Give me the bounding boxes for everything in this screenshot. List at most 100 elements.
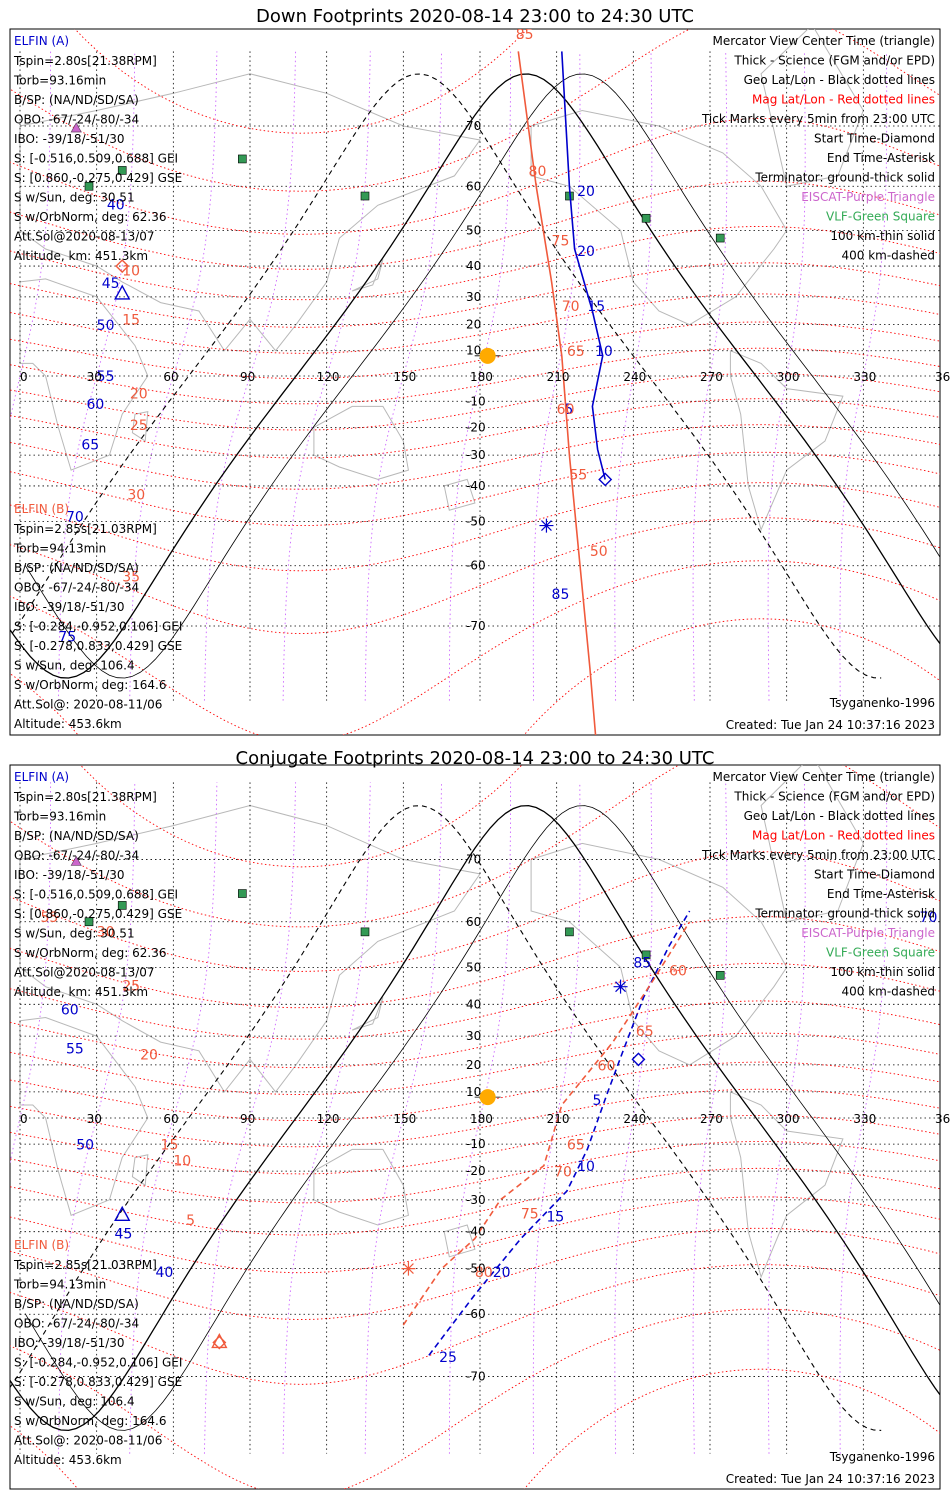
legend-item: VLF-Green Square xyxy=(826,210,935,224)
tick-minute-label: 5 xyxy=(186,1213,195,1229)
lat-tick-label: -20 xyxy=(466,1164,486,1178)
tick-minute-label: 70 xyxy=(554,1165,572,1181)
lat-tick-label: -10 xyxy=(466,394,486,408)
info-b-line: Tspin=2.85s[21.03RPM] xyxy=(13,522,157,536)
axis-tick-labels: 0 30 60 90 120 150 180 210 240 270 300 330 360 70 60 50… xyxy=(20,119,950,633)
center-triangle-icon xyxy=(114,1205,131,1221)
tick-minute-label: 50 xyxy=(590,544,608,560)
lon-tick-label: 210 xyxy=(547,370,570,384)
legend-item: Tick Marks every 5min from 23:00 UTC xyxy=(701,848,935,862)
elfin-a-label: ELFIN (A) xyxy=(14,770,69,784)
legend-item: End Time-Asterisk xyxy=(827,887,935,901)
mag-lat-80 xyxy=(79,765,523,868)
mag-lat--20 xyxy=(10,398,940,459)
tick-minute-label: 85 xyxy=(633,955,651,971)
tick-minute-label: 65 xyxy=(636,1024,654,1040)
lon-tick-label: 330 xyxy=(853,1112,876,1126)
lat-tick-label: 60 xyxy=(466,915,481,929)
panel-title: Conjugate Footprints 2020-08-14 23:00 to… xyxy=(236,748,715,769)
legend-item: Terminator: ground-thick solid xyxy=(754,171,935,185)
tick-minute-label: 65 xyxy=(567,1137,585,1153)
info-b-line: Torb=94.13min xyxy=(13,542,106,556)
coastlines xyxy=(19,29,864,532)
tick-minute-label: 15 xyxy=(587,299,605,315)
tick-minute-label: 70 xyxy=(920,910,938,926)
map-area: 2020151055560657075404550858580757065605… xyxy=(10,29,940,735)
info-a-line: OBO: -67/-24/-80/-34 xyxy=(14,849,139,863)
mag-meridian-30 xyxy=(58,51,136,701)
vlf-square-icon xyxy=(715,971,725,980)
mag-lat-20 xyxy=(10,1032,940,1095)
tick-minute-label: 45 xyxy=(102,276,120,292)
terminator-ground xyxy=(10,73,940,679)
info-b-line: B/SP: (NA/ND/SD/SA) xyxy=(14,561,139,575)
lon-tick-label: 0 xyxy=(20,1112,28,1126)
mag-meridian-210 xyxy=(532,51,581,701)
lat-tick-label: 60 xyxy=(466,179,481,193)
info-b-line: Altitude: 453.6km xyxy=(14,717,122,731)
lat-tick-label: -20 xyxy=(466,420,486,434)
mag-grid xyxy=(10,29,940,735)
tick-minute-label: 25 xyxy=(130,418,148,434)
mag-lat--30 xyxy=(10,1167,940,1236)
legend-item: Start Time-Diamond xyxy=(814,868,935,882)
vlf-square-icon xyxy=(238,889,247,898)
geo-grid xyxy=(19,782,940,1454)
created-label: Created: Tue Jan 24 10:37:16 2023 xyxy=(726,718,935,732)
tick-minute-label: 55 xyxy=(40,910,58,926)
mag-lat--60 xyxy=(10,1264,940,1385)
legend-item: Geo Lat/Lon - Black dotted lines xyxy=(744,809,935,823)
lat-tick-label: 70 xyxy=(466,119,481,133)
vlf-square-icon xyxy=(238,154,247,164)
lon-tick-label: 120 xyxy=(317,370,340,384)
vlf-square-icon xyxy=(117,901,127,910)
lon-tick-label: 60 xyxy=(163,370,178,384)
info-b-line: S: [-0.284,-0.952,0.106] GEI xyxy=(14,620,182,634)
info-a-line: S w/Sun, deg: 30.51 xyxy=(14,191,135,205)
tick-minute-label: 75 xyxy=(521,1206,539,1222)
panel-title: Down Footprints 2020-08-14 23:00 to 24:3… xyxy=(256,6,694,27)
mag-meridian-270 xyxy=(692,782,728,1454)
tick-minute-label: 15 xyxy=(161,1137,179,1153)
start-diamond-icon xyxy=(115,259,130,274)
end-asterisk-icon xyxy=(401,1261,416,1276)
info-a-line: S w/OrbNorm, deg: 62.36 xyxy=(14,946,166,960)
tick-minute-label: 55 xyxy=(97,369,115,385)
lat-tick-label: -50 xyxy=(466,1262,486,1276)
info-b-line: S: [-0.278,0.833,0.429] GSE xyxy=(14,1375,182,1389)
vlf-square-icon xyxy=(117,166,127,175)
vlf-sites xyxy=(84,154,725,243)
legend-item: EISCAT-Purple Triangle xyxy=(801,190,935,204)
tick-minute-label: 25 xyxy=(122,978,140,994)
tick-minute-label: 5 xyxy=(564,402,573,418)
legend: Mercator View Center Time (triangle) Thic… xyxy=(701,34,935,263)
tick-minute-label: 20 xyxy=(493,1265,511,1281)
legend-item: Start Time-Diamond xyxy=(814,132,935,146)
lat-tick-label: -70 xyxy=(466,619,486,633)
tick-minute-label: 30 xyxy=(97,925,115,941)
info-b-line: IBO: -39/18/-51/30 xyxy=(14,1336,125,1350)
axis-tick-labels: 0 30 60 90 120 150 180 210 240 270 300 330 360 70 60 50… xyxy=(20,852,950,1383)
legend-item: Mag Lat/Lon - Red dotted lines xyxy=(752,93,935,107)
mag-lat-40 xyxy=(10,225,940,301)
tick-minute-label: 20 xyxy=(130,387,148,403)
lat-tick-label: -50 xyxy=(466,515,486,529)
landmass-7 xyxy=(351,997,384,1031)
info-a-line: IBO: -39/18/-51/30 xyxy=(14,132,125,146)
lat-tick-label: -70 xyxy=(466,1370,486,1384)
lon-tick-label: 60 xyxy=(163,1112,178,1126)
info-b-line: Torb=94.13min xyxy=(13,1278,106,1292)
mag-lat-10 xyxy=(10,1061,940,1122)
tick-minute-label: 25 xyxy=(439,1350,457,1366)
mag-meridian-0 xyxy=(10,782,52,1165)
legend-item: 100 km-thin solid xyxy=(830,965,935,979)
mag-lat--20 xyxy=(10,1141,940,1204)
tick-minute-label: 15 xyxy=(546,1210,564,1226)
eiscat-triangle-icon xyxy=(70,855,82,866)
landmass-3 xyxy=(530,842,788,1066)
landmass-5 xyxy=(760,765,864,923)
mag-meridian-120 xyxy=(282,51,371,701)
